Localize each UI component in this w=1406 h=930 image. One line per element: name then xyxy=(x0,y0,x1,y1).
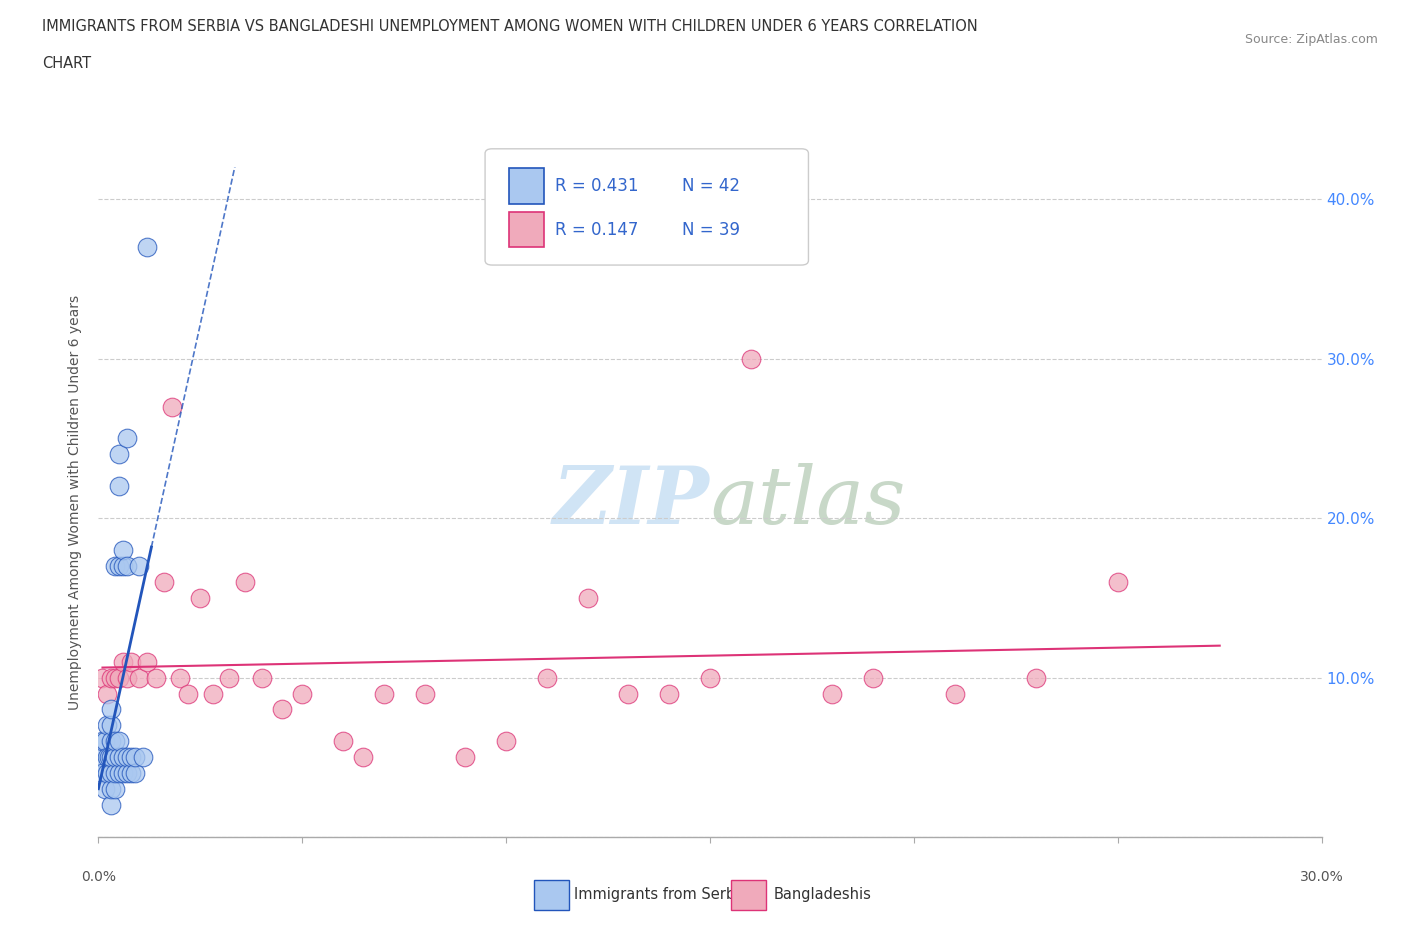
Point xyxy=(108,750,131,764)
Point xyxy=(104,765,127,780)
Text: N = 42: N = 42 xyxy=(682,177,740,195)
Point xyxy=(111,542,134,557)
Point xyxy=(332,734,354,749)
Point xyxy=(108,479,131,494)
Point xyxy=(617,686,640,701)
Point xyxy=(145,671,167,685)
Point xyxy=(108,671,131,685)
Point xyxy=(115,559,138,574)
Point xyxy=(120,765,142,780)
Point xyxy=(495,734,517,749)
Point xyxy=(658,686,681,701)
Text: Immigrants from Serbia: Immigrants from Serbia xyxy=(574,887,748,902)
Point xyxy=(136,654,159,669)
Point xyxy=(291,686,314,701)
Point xyxy=(132,750,155,764)
Point xyxy=(104,734,127,749)
Text: 0.0%: 0.0% xyxy=(82,870,115,884)
Point xyxy=(128,671,150,685)
Point xyxy=(373,686,395,701)
Text: R = 0.431: R = 0.431 xyxy=(555,177,638,195)
Point xyxy=(111,750,134,764)
Point xyxy=(96,750,118,764)
Point xyxy=(943,686,966,701)
Point xyxy=(111,559,134,574)
Point xyxy=(104,782,127,797)
Text: ZIP: ZIP xyxy=(553,463,710,541)
Text: IMMIGRANTS FROM SERBIA VS BANGLADESHI UNEMPLOYMENT AMONG WOMEN WITH CHILDREN UND: IMMIGRANTS FROM SERBIA VS BANGLADESHI UN… xyxy=(42,19,979,33)
Point xyxy=(124,750,146,764)
Point xyxy=(100,750,122,764)
Point xyxy=(115,765,138,780)
Point xyxy=(111,654,134,669)
Text: R = 0.147: R = 0.147 xyxy=(555,220,638,239)
Point xyxy=(270,702,294,717)
Point xyxy=(108,765,131,780)
Point xyxy=(169,671,191,685)
Point xyxy=(1025,671,1047,685)
Point xyxy=(1107,575,1129,590)
Point xyxy=(100,782,122,797)
Point xyxy=(111,765,134,780)
Point xyxy=(536,671,558,685)
Point xyxy=(104,750,127,764)
Point xyxy=(91,734,114,749)
Point xyxy=(97,750,120,764)
Point xyxy=(91,671,114,685)
Point xyxy=(152,575,174,590)
Point xyxy=(93,782,115,797)
Point xyxy=(454,750,477,764)
Text: atlas: atlas xyxy=(710,463,905,541)
Point xyxy=(413,686,436,701)
Point xyxy=(104,559,127,574)
Point xyxy=(100,702,122,717)
Point xyxy=(115,750,138,764)
Point xyxy=(233,575,256,590)
Point xyxy=(115,431,138,445)
Point xyxy=(120,750,142,764)
Point xyxy=(96,686,118,701)
Point xyxy=(108,559,131,574)
Point xyxy=(699,671,721,685)
Point xyxy=(100,798,122,813)
Point xyxy=(136,240,159,255)
Text: N = 39: N = 39 xyxy=(682,220,740,239)
Point xyxy=(177,686,200,701)
Point xyxy=(100,718,122,733)
Point xyxy=(821,686,844,701)
Text: CHART: CHART xyxy=(42,56,91,71)
Point xyxy=(93,734,115,749)
Point xyxy=(124,765,146,780)
Text: Source: ZipAtlas.com: Source: ZipAtlas.com xyxy=(1244,33,1378,46)
Point xyxy=(108,447,131,462)
Point xyxy=(128,559,150,574)
Point xyxy=(160,399,183,414)
Text: Bangladeshis: Bangladeshis xyxy=(773,887,872,902)
Point xyxy=(740,352,762,366)
Y-axis label: Unemployment Among Women with Children Under 6 years: Unemployment Among Women with Children U… xyxy=(69,295,83,710)
Point xyxy=(104,671,127,685)
Point xyxy=(201,686,224,701)
Point xyxy=(108,734,131,749)
Point xyxy=(91,765,114,780)
Point xyxy=(100,765,122,780)
Point xyxy=(218,671,240,685)
Point xyxy=(96,718,118,733)
Point xyxy=(188,591,212,605)
Point xyxy=(250,671,273,685)
Point xyxy=(120,654,142,669)
Point xyxy=(96,765,118,780)
Point xyxy=(89,750,111,764)
Point xyxy=(576,591,599,605)
Point xyxy=(352,750,374,764)
Text: 30.0%: 30.0% xyxy=(1299,870,1344,884)
Point xyxy=(100,734,122,749)
Point xyxy=(115,671,138,685)
Point xyxy=(100,671,122,685)
Point xyxy=(862,671,884,685)
